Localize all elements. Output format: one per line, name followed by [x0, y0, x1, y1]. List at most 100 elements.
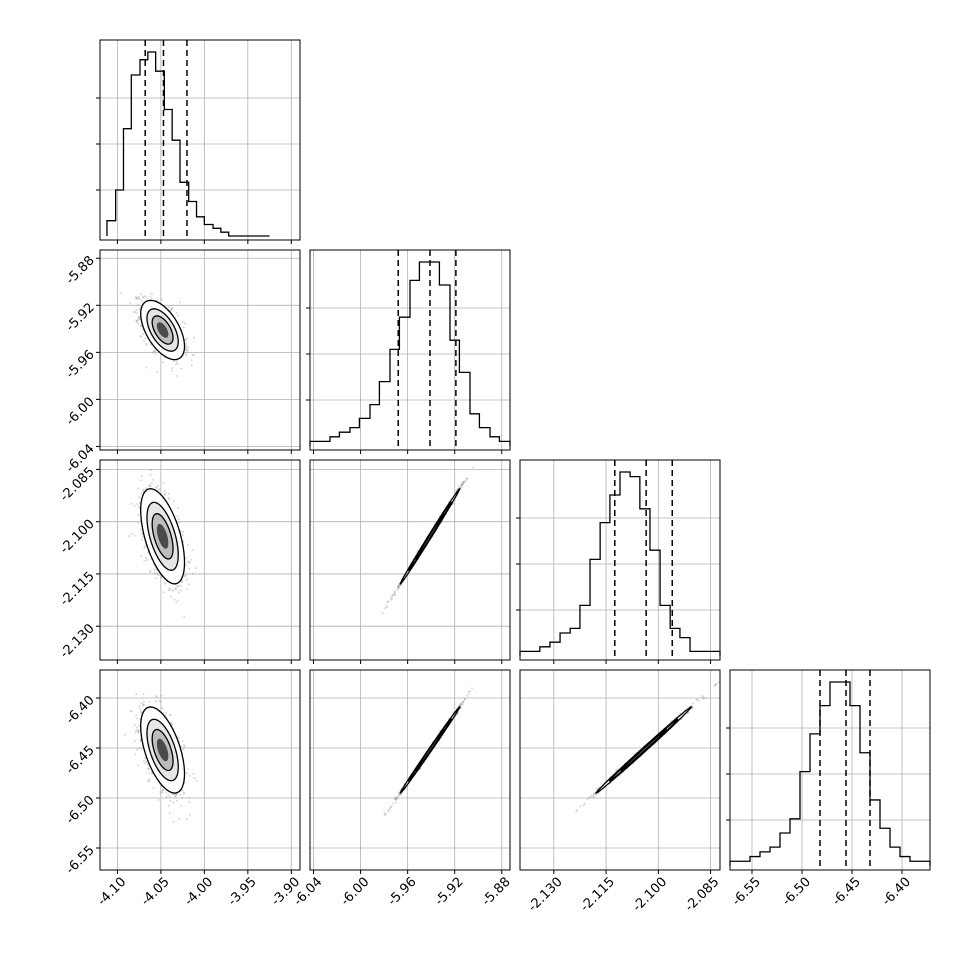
sample-point	[137, 487, 140, 490]
sample-point	[147, 772, 150, 775]
sample-point	[171, 793, 174, 796]
sample-point	[181, 788, 184, 791]
sample-point	[383, 607, 386, 610]
sample-point	[391, 593, 394, 596]
scatter-panel-bg	[100, 670, 300, 870]
sample-point	[458, 485, 461, 488]
sample-point	[146, 780, 149, 783]
sample-point	[148, 701, 151, 704]
sample-point	[393, 590, 396, 593]
sample-point	[396, 585, 399, 588]
sample-point	[135, 309, 138, 311]
sample-point	[137, 319, 140, 322]
sample-point	[131, 710, 133, 713]
sample-point	[184, 346, 187, 349]
sample-point	[186, 337, 189, 340]
sample-point	[454, 490, 457, 492]
sample-point	[142, 703, 145, 706]
sample-point	[186, 767, 189, 770]
sample-point	[185, 772, 188, 775]
density-core	[156, 738, 169, 762]
sample-point	[391, 597, 394, 600]
sample-point	[173, 598, 176, 601]
sample-point	[397, 585, 400, 588]
sample-point	[156, 572, 158, 575]
sample-point	[184, 574, 187, 577]
sample-point	[387, 809, 390, 811]
sample-point	[397, 586, 400, 589]
sample-point	[142, 295, 145, 298]
density-contour-outer	[140, 706, 186, 794]
sample-point	[175, 375, 178, 377]
sample-point	[171, 723, 174, 726]
hist-panel-frame	[99, 39, 301, 241]
sample-point	[463, 698, 466, 701]
sample-point	[398, 584, 401, 587]
sample-point	[171, 367, 174, 370]
sample-point	[169, 595, 172, 598]
sample-point	[142, 693, 145, 696]
sample-point	[160, 700, 162, 703]
sample-point	[154, 349, 157, 352]
sample-point	[462, 481, 465, 484]
sample-point	[192, 353, 194, 356]
sample-point	[140, 711, 143, 714]
density-core	[156, 322, 169, 338]
sample-point	[185, 345, 188, 348]
scatter-panel-3-0	[96, 669, 301, 874]
sample-point	[183, 745, 186, 748]
sample-point	[171, 307, 174, 310]
sample-point	[185, 557, 188, 560]
sample-point	[465, 477, 468, 480]
sample-point	[136, 297, 139, 299]
sample-point	[168, 812, 171, 814]
sample-point	[177, 506, 180, 509]
sample-point	[149, 570, 152, 573]
sample-point	[386, 606, 389, 609]
sample-point	[165, 712, 168, 715]
sample-point	[153, 350, 155, 353]
sample-point	[391, 802, 394, 805]
sample-point	[461, 482, 464, 485]
scatter-panel-bg	[310, 670, 510, 870]
sample-point	[119, 292, 122, 295]
sample-point	[177, 591, 180, 594]
sample-point	[188, 796, 190, 799]
sample-point	[152, 786, 155, 789]
sample-point	[184, 348, 187, 351]
sample-point	[179, 793, 182, 796]
sample-point	[155, 487, 158, 489]
sample-point	[167, 497, 170, 500]
density-contour-outer	[140, 299, 186, 361]
sample-point	[145, 487, 148, 490]
hist-panel-3	[726, 669, 931, 874]
sample-point	[143, 340, 146, 343]
sample-point	[185, 563, 188, 566]
sample-point	[136, 748, 139, 751]
sample-point	[136, 764, 139, 767]
sample-point	[393, 591, 396, 594]
sample-point	[145, 366, 148, 369]
sample-point	[170, 722, 172, 724]
sample-point	[188, 583, 191, 586]
sample-point	[162, 789, 164, 792]
sample-point	[142, 333, 145, 336]
sample-point	[462, 480, 465, 483]
sample-point	[181, 740, 184, 743]
hist-panel-2	[516, 459, 721, 664]
sample-point	[148, 780, 151, 782]
sample-point	[188, 814, 191, 816]
sample-point	[140, 492, 143, 495]
sample-point	[185, 354, 188, 357]
sample-point	[150, 292, 153, 295]
sample-point	[151, 478, 154, 481]
sample-point	[184, 352, 187, 355]
sample-point	[138, 705, 141, 708]
sample-point	[161, 791, 164, 794]
sample-point	[387, 810, 390, 813]
sample-point	[137, 322, 140, 325]
sample-point	[133, 724, 136, 727]
sample-point	[137, 316, 140, 319]
scatter-panel-frame	[99, 459, 301, 661]
density-core	[156, 523, 169, 549]
